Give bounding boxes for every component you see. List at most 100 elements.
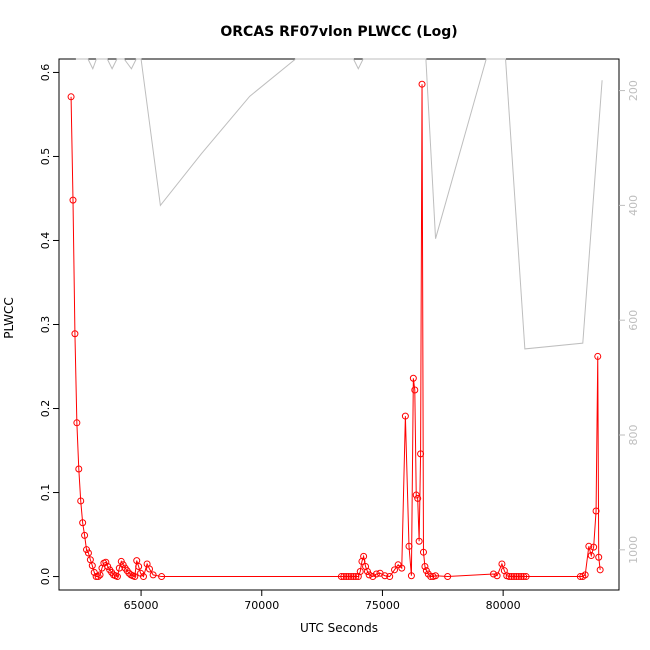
data-point — [444, 573, 452, 581]
x-tick-label: 70000 — [244, 599, 279, 612]
y-tick-label: 0.0 — [39, 568, 52, 586]
y2-tick-label: 800 — [627, 425, 640, 446]
data-point — [595, 553, 603, 561]
data-point — [131, 573, 139, 581]
data-point — [83, 546, 91, 554]
y2-tick-label: 600 — [627, 310, 640, 331]
data-point — [417, 450, 425, 458]
data-point — [73, 419, 81, 427]
plot-frame — [58, 58, 620, 591]
data-point — [96, 571, 104, 579]
data-point — [421, 562, 429, 570]
data-point — [75, 465, 83, 473]
data-point — [119, 561, 127, 569]
data-point — [92, 573, 100, 581]
data-point — [587, 552, 595, 560]
data-point — [84, 549, 92, 557]
data-point — [67, 93, 75, 101]
data-point — [117, 557, 125, 565]
x-axis: 65000 70000 75000 80000 — [124, 590, 521, 612]
data-point — [515, 573, 523, 581]
data-point — [372, 570, 380, 578]
data-point — [365, 571, 373, 579]
y-tick-label: 0.1 — [39, 484, 52, 502]
data-point — [90, 568, 98, 576]
y2-tick-label: 400 — [627, 195, 640, 216]
y2-tick-label: 200 — [627, 80, 640, 101]
data-point — [349, 573, 357, 581]
data-point — [81, 531, 89, 539]
primary-series-line — [70, 84, 601, 578]
data-point — [340, 573, 348, 581]
secondary-y-axis: 200 400 600 800 1000 — [619, 80, 640, 564]
data-point — [590, 543, 598, 551]
data-point — [342, 573, 350, 581]
data-point — [146, 565, 154, 573]
y-axis-label: PLWCC — [2, 297, 16, 338]
data-point — [113, 573, 121, 581]
data-point — [391, 566, 399, 574]
x-axis-label: UTC Seconds — [300, 621, 378, 635]
data-point — [594, 352, 602, 360]
data-point — [149, 571, 157, 579]
data-point — [520, 573, 528, 581]
data-point — [398, 564, 406, 572]
data-point — [347, 573, 355, 581]
data-point — [412, 491, 420, 499]
data-point — [139, 573, 147, 581]
data-point — [592, 507, 600, 515]
data-point — [505, 573, 513, 581]
data-point — [158, 573, 166, 581]
x-tick-label: 80000 — [486, 599, 521, 612]
data-point — [104, 562, 112, 570]
y-tick-label: 0.2 — [39, 400, 52, 418]
data-point — [71, 330, 79, 338]
data-point — [418, 80, 426, 88]
y-axis: 0.0 0.1 0.2 0.3 0.4 0.5 0.6 — [39, 64, 59, 586]
data-point — [596, 566, 604, 574]
x-tick-label: 75000 — [365, 599, 400, 612]
data-point — [337, 573, 345, 581]
data-point — [94, 573, 102, 581]
data-point — [411, 386, 419, 394]
data-point — [510, 573, 518, 581]
data-point — [352, 573, 360, 581]
series-layer — [67, 58, 604, 581]
data-point — [414, 494, 422, 502]
data-point — [405, 542, 413, 550]
data-point — [498, 560, 506, 568]
chart-title: ORCAS RF07vlon PLWCC (Log) — [220, 24, 457, 40]
data-point — [585, 542, 593, 550]
data-point — [422, 567, 430, 575]
data-point — [512, 573, 520, 581]
data-point — [77, 497, 85, 505]
data-point — [401, 412, 409, 420]
data-point — [88, 562, 96, 570]
data-point — [415, 537, 423, 545]
x-tick-label: 65000 — [124, 599, 159, 612]
data-point — [522, 573, 530, 581]
data-point — [419, 548, 427, 556]
y-tick-label: 0.6 — [39, 64, 52, 82]
data-point — [432, 572, 440, 580]
data-point — [102, 558, 110, 566]
data-point — [517, 573, 525, 581]
data-point — [356, 568, 364, 576]
y-tick-label: 0.5 — [39, 148, 52, 166]
data-point — [363, 568, 371, 576]
data-point — [381, 572, 389, 580]
data-point — [581, 571, 589, 579]
data-point — [79, 519, 87, 527]
data-point — [135, 562, 143, 570]
data-point — [360, 552, 368, 560]
y-tick-label: 0.3 — [39, 316, 52, 334]
data-point — [489, 570, 497, 578]
data-point — [576, 573, 584, 581]
data-point — [345, 573, 353, 581]
y2-tick-label: 1000 — [627, 536, 640, 564]
data-point — [69, 196, 77, 204]
secondary-series-line — [75, 58, 603, 350]
data-point — [508, 573, 516, 581]
y-tick-label: 0.4 — [39, 232, 52, 250]
